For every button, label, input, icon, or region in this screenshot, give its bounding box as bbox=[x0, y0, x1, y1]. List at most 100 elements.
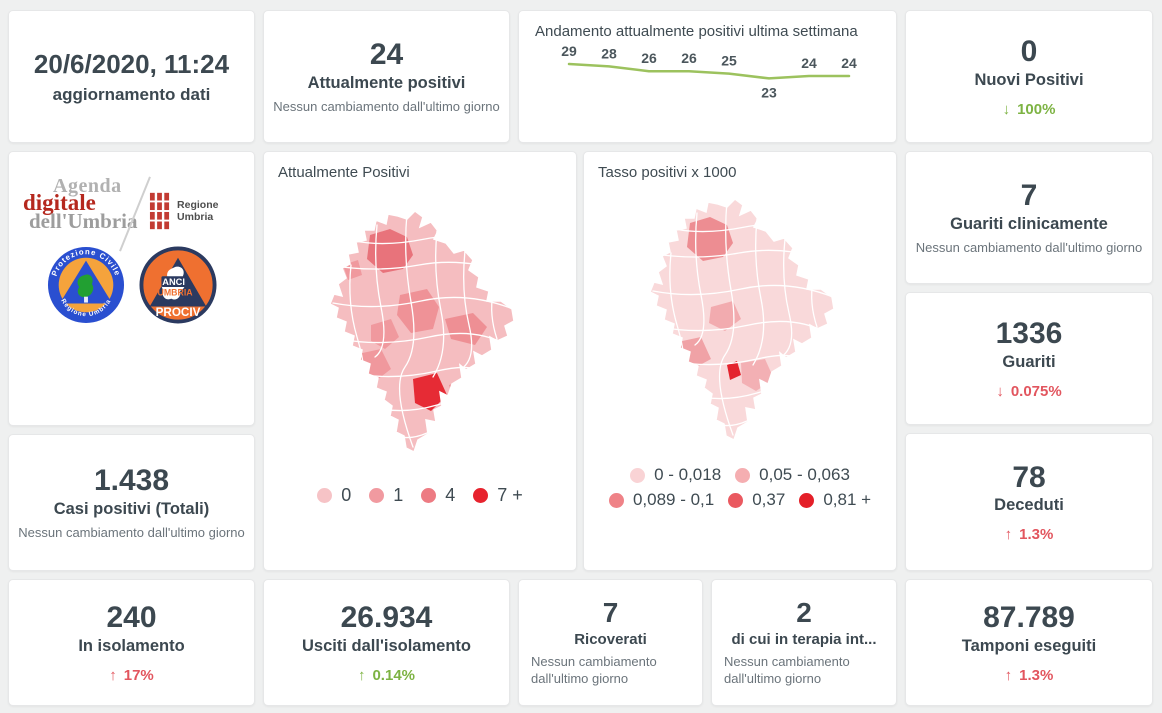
trend-chart-title: Andamento attualmente positivi ultima se… bbox=[535, 23, 858, 40]
arrow-down-icon: ↓ bbox=[1002, 100, 1011, 118]
delta-value: 17% bbox=[123, 666, 154, 684]
card-nuovi-positivi: 0 Nuovi Positivi ↓ 100% bbox=[905, 10, 1153, 143]
legend-label: 1 bbox=[393, 485, 404, 505]
casi-totali-value: 1.438 bbox=[93, 463, 170, 497]
legend-dot-icon bbox=[421, 488, 437, 503]
usciti-isolamento-label: Usciti dall'isolamento bbox=[302, 636, 471, 655]
legend-dot-icon bbox=[799, 492, 815, 508]
legend-item: 0,81 + bbox=[799, 490, 871, 510]
legend-item: 4 bbox=[421, 485, 455, 506]
anci-umbria-prociv-badge-icon: ANCI UMBRIA PROCIV bbox=[138, 246, 217, 324]
delta-value: 0.075% bbox=[1010, 382, 1062, 400]
delta-value: 100% bbox=[1017, 100, 1056, 118]
update-datetime: 20/6/2020, 11:24 bbox=[33, 48, 230, 79]
agenda-logo-line1: Agenda bbox=[53, 175, 122, 197]
agenda-logo-line2: digitale bbox=[23, 190, 96, 215]
guariti-clinicamente-value: 7 bbox=[1020, 178, 1038, 212]
ricoverati-label: Ricoverati bbox=[574, 630, 647, 648]
ricoverati-value: 7 bbox=[602, 597, 619, 629]
regione-umbria-logo: Regione Umbria bbox=[149, 192, 254, 230]
legend-item: 1 bbox=[369, 485, 403, 506]
trend-point-label: 26 bbox=[681, 50, 697, 66]
card-terapia-intensiva: 2 di cui in terapia int... Nessun cambia… bbox=[711, 579, 897, 706]
usciti-isolamento-value: 26.934 bbox=[340, 601, 433, 635]
attualmente-positivi-note: Nessun cambiamento dall'ultimo giorno bbox=[273, 98, 500, 114]
legend-item: 7 + bbox=[473, 485, 523, 506]
legend-label: 0,81 + bbox=[823, 490, 872, 509]
legend-label: 0,37 bbox=[752, 490, 786, 509]
map1-wrap bbox=[278, 207, 562, 467]
in-isolamento-delta: ↑ 17% bbox=[109, 667, 154, 684]
legend-label: 0 - 0,018 bbox=[654, 465, 722, 484]
tamponi-delta: ↑ 1.3% bbox=[1005, 667, 1054, 684]
update-label: aggiornamento dati bbox=[52, 84, 211, 104]
card-data-update: 20/6/2020, 11:24 aggiornamento dati bbox=[8, 10, 255, 143]
legend-item: 0,089 - 0,1 bbox=[608, 490, 715, 510]
card-casi-positivi-totali: 1.438 Casi positivi (Totali) Nessun camb… bbox=[8, 434, 255, 571]
delta-value: 1.3% bbox=[1019, 666, 1054, 684]
deceduti-value: 78 bbox=[1012, 460, 1046, 494]
svg-text:PROCIV: PROCIV bbox=[155, 306, 200, 319]
regione-umbria-label: Regione Umbria bbox=[177, 199, 219, 223]
terapia-intensiva-label: di cui in terapia int... bbox=[731, 630, 877, 648]
legend-label: 4 bbox=[445, 485, 456, 505]
legend-dot-icon bbox=[369, 488, 385, 503]
card-in-isolamento: 240 In isolamento ↑ 17% bbox=[8, 579, 255, 706]
nuovi-positivi-delta: ↓ 100% bbox=[1003, 101, 1056, 118]
tamponi-value: 87.789 bbox=[983, 601, 1075, 635]
protezione-civile-badge-icon: Protezione Civile Regione Umbria bbox=[47, 246, 124, 324]
usciti-isolamento-delta: ↑ 0.14% bbox=[358, 667, 415, 684]
card-map-attualmente-positivi: Attualmente Positivi bbox=[263, 151, 577, 571]
map1-title: Attualmente Positivi bbox=[278, 164, 410, 181]
trend-point-label: 29 bbox=[561, 43, 577, 59]
guariti-value: 1336 bbox=[995, 317, 1063, 351]
arrow-down-icon: ↓ bbox=[996, 382, 1004, 400]
trend-point-label: 24 bbox=[841, 55, 857, 71]
delta-value: 1.3% bbox=[1019, 526, 1054, 544]
trend-point-label: 26 bbox=[641, 50, 657, 66]
guariti-clinicamente-note: Nessun cambiamento dall'ultimo giorno bbox=[915, 239, 1143, 255]
guariti-clinicamente-label: Guariti clinicamente bbox=[950, 214, 1108, 233]
guariti-delta: ↓ 0.075% bbox=[996, 383, 1061, 400]
legend-dot-icon bbox=[473, 488, 489, 503]
card-guariti: 1336 Guariti ↓ 0.075% bbox=[905, 292, 1153, 425]
tamponi-label: Tamponi eseguiti bbox=[961, 636, 1097, 655]
casi-totali-label: Casi positivi (Totali) bbox=[53, 499, 210, 518]
legend-item: 0 - 0,018 bbox=[630, 465, 721, 485]
card-trend-chart: Andamento attualmente positivi ultima se… bbox=[518, 10, 897, 143]
card-deceduti: 78 Deceduti ↑ 1.3% bbox=[905, 433, 1153, 571]
legend-dot-icon bbox=[735, 467, 751, 483]
legend-dot-icon bbox=[317, 488, 333, 503]
attualmente-positivi-label: Attualmente positivi bbox=[307, 73, 466, 92]
trend-point-label: 23 bbox=[761, 84, 777, 100]
card-attualmente-positivi: 24 Attualmente positivi Nessun cambiamen… bbox=[263, 10, 510, 143]
card-tamponi-eseguiti: 87.789 Tamponi eseguiti ↑ 1.3% bbox=[905, 579, 1153, 706]
legend-label: 0,089 - 0,1 bbox=[632, 490, 715, 509]
in-isolamento-value: 240 bbox=[106, 601, 157, 635]
map2-legend: 0 - 0,018 0,05 - 0,063 0,089 - 0,1 0,37 0,81… bbox=[598, 465, 882, 510]
guariti-label: Guariti bbox=[1002, 352, 1056, 371]
arrow-up-icon: ↑ bbox=[1004, 526, 1013, 544]
legend-label: 0 bbox=[341, 485, 352, 505]
card-usciti-isolamento: 26.934 Usciti dall'isolamento ↑ 0.14% bbox=[263, 579, 510, 706]
map2-title: Tasso positivi x 1000 bbox=[598, 164, 737, 181]
arrow-up-icon: ↑ bbox=[1004, 666, 1013, 684]
nuovi-positivi-value: 0 bbox=[1020, 35, 1038, 69]
arrow-up-icon: ↑ bbox=[109, 666, 117, 684]
deceduti-label: Deceduti bbox=[994, 496, 1064, 515]
umbria-choropleth-map-positivi[interactable] bbox=[311, 207, 529, 467]
agenda-logo-line3: dell'Umbria bbox=[29, 209, 138, 233]
svg-text:ANCI: ANCI bbox=[162, 277, 185, 287]
trend-line bbox=[567, 62, 851, 80]
umbria-choropleth-map-tasso[interactable] bbox=[631, 195, 849, 455]
card-ricoverati: 7 Ricoverati Nessun cambiamento dall'ult… bbox=[518, 579, 703, 706]
legend-item: 0,37 bbox=[728, 490, 785, 510]
trend-line-chart[interactable]: 29 28 26 26 25 23 24 24 bbox=[535, 43, 882, 128]
trend-point-label: 25 bbox=[721, 53, 737, 69]
map2-wrap bbox=[598, 195, 882, 455]
legend-dot-icon bbox=[608, 492, 624, 508]
attualmente-positivi-value: 24 bbox=[369, 37, 404, 71]
legend-dot-icon bbox=[728, 492, 744, 508]
regione-umbria-stripes-icon bbox=[149, 192, 170, 230]
